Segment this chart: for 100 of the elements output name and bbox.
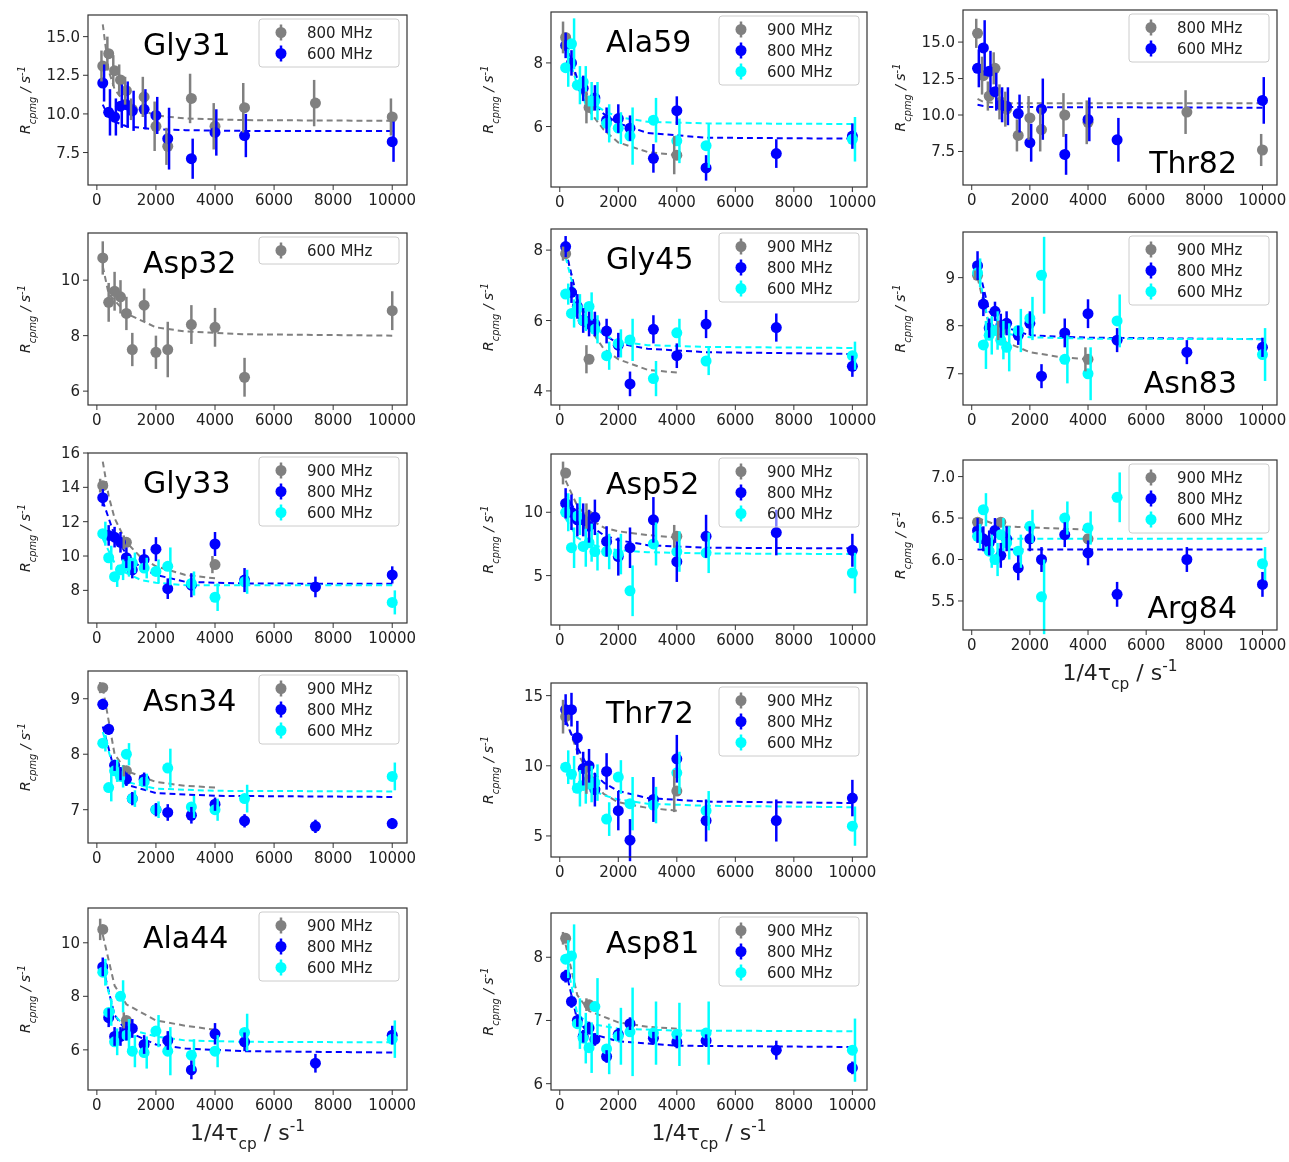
x-tick-label: 2000	[136, 849, 176, 867]
x-tick-label: 8000	[774, 1096, 813, 1114]
y-tick-label: 10	[60, 547, 80, 566]
legend-label: 800 MHz	[767, 41, 833, 60]
legend-label: 900 MHz	[767, 462, 833, 481]
chart-title: Gly45	[606, 241, 694, 276]
y-tick-label: 10	[523, 503, 543, 522]
x-tick-label: 8000	[774, 863, 813, 881]
y-tick-label: 8	[70, 745, 80, 764]
x-tick-label: 8000	[314, 1096, 353, 1114]
legend-label: 600 MHz	[307, 503, 373, 522]
chart-title: Thr72	[605, 695, 694, 730]
legend-label: 800 MHz	[767, 942, 833, 961]
y-tick-label: 6.0	[931, 550, 955, 569]
text: Asn83	[1143, 365, 1237, 400]
y-tick-label: 9	[70, 689, 80, 708]
x-tick-label: 4000	[657, 411, 696, 429]
x-tick-label: 6000	[716, 411, 755, 429]
legend-label: 600 MHz	[307, 721, 373, 740]
x-tick-label: 2000	[599, 1096, 638, 1114]
x-tick-label: 0	[966, 191, 977, 209]
x-tick-label: 0	[92, 629, 102, 647]
y-tick-label: 5	[533, 826, 543, 845]
x-tick-label: 10000	[1238, 191, 1287, 209]
y-tick-label: 5	[533, 566, 543, 585]
x-tick-label: 6000	[254, 411, 294, 429]
x-tick-label: 2000	[1010, 191, 1049, 209]
x-tick-label: 6000	[716, 631, 755, 649]
x-tick-label: 6000	[254, 1096, 294, 1114]
x-tick-label: 0	[555, 863, 565, 881]
legend-label: 900 MHz	[1177, 240, 1243, 259]
x-tick-label: 6000	[716, 863, 755, 881]
legend-label: 900 MHz	[307, 461, 373, 480]
x-axis-title: 1/4τ$_{cp}$ / s$^{-1}$	[189, 1117, 306, 1153]
legend-label: 600 MHz	[1177, 510, 1243, 529]
text: Arg84	[1147, 590, 1237, 625]
y-tick-label: 12.5	[46, 66, 80, 85]
y-tick-label: 6	[533, 1074, 543, 1093]
x-tick-label: 6000	[1127, 636, 1166, 654]
legend-label: 900 MHz	[767, 237, 833, 256]
y-tick-label: 7.5	[56, 143, 80, 162]
x-tick-label: 0	[92, 1096, 102, 1114]
x-tick-label: 2000	[599, 631, 638, 649]
legend-label: 600 MHz	[307, 958, 373, 977]
x-tick-label: 6000	[716, 1096, 755, 1114]
legend-label: 600 MHz	[767, 963, 833, 982]
x-tick-label: 8000	[774, 631, 813, 649]
x-tick-label: 2000	[136, 629, 176, 647]
legend-label: 800 MHz	[307, 700, 373, 719]
text: Thr82	[1148, 145, 1237, 180]
y-tick-label: 6	[533, 117, 543, 136]
chart-title: Gly31	[143, 27, 231, 62]
legend-label: 900 MHz	[307, 679, 373, 698]
legend-label: 900 MHz	[767, 921, 833, 940]
legend-label: 800 MHz	[307, 482, 373, 501]
x-tick-label: 4000	[657, 631, 696, 649]
y-tick-label: 10.0	[46, 104, 80, 123]
x-tick-label: 0	[966, 411, 977, 429]
x-tick-label: 10000	[368, 849, 417, 867]
y-tick-label: 15.0	[921, 33, 955, 52]
x-tick-label: 0	[92, 411, 102, 429]
x-tick-label: 0	[555, 631, 565, 649]
x-tick-label: 0	[92, 191, 102, 209]
x-tick-label: 4000	[195, 629, 235, 647]
x-tick-label: 4000	[1068, 636, 1108, 654]
y-tick-label: 10	[60, 933, 80, 952]
legend-label: 800 MHz	[767, 258, 833, 277]
x-tick-label: 2000	[599, 411, 638, 429]
x-tick-label: 0	[92, 849, 102, 867]
x-tick-label: 0	[555, 1096, 565, 1114]
x-tick-label: 6000	[254, 191, 294, 209]
legend-label: 600 MHz	[307, 44, 373, 63]
x-tick-label: 10000	[828, 411, 877, 429]
y-tick-label: 4	[533, 381, 543, 400]
x-tick-label: 8000	[774, 193, 813, 211]
legend-label: 600 MHz	[1177, 39, 1243, 58]
x-tick-label: 0	[555, 411, 565, 429]
legend-label: 800 MHz	[767, 712, 833, 731]
x-tick-label: 4000	[1068, 191, 1108, 209]
chart-title: Asp52	[606, 466, 700, 501]
legend-label: 600 MHz	[767, 279, 833, 298]
x-tick-label: 4000	[1068, 411, 1108, 429]
x-tick-label: 2000	[599, 193, 638, 211]
x-tick-label: 6000	[1127, 191, 1166, 209]
chart-title: Asp81	[606, 925, 700, 960]
x-tick-label: 4000	[657, 193, 696, 211]
y-tick-label: 8	[533, 53, 543, 72]
y-tick-label: 16	[60, 444, 80, 462]
legend-label: 900 MHz	[767, 691, 833, 710]
y-tick-label: 8	[945, 316, 955, 335]
y-tick-label: 7	[533, 1011, 543, 1030]
x-tick-label: 4000	[195, 849, 235, 867]
x-axis-title: 1/4τ$_{cp}$ / s$^{-1}$	[1062, 657, 1178, 693]
y-tick-label: 9	[945, 268, 955, 287]
x-tick-label: 8000	[1185, 411, 1224, 429]
x-tick-label: 10000	[1238, 411, 1287, 429]
y-tick-label: 8	[533, 241, 543, 260]
x-tick-label: 8000	[314, 629, 353, 647]
y-tick-label: 10	[60, 271, 80, 290]
y-tick-label: 14	[60, 478, 80, 497]
